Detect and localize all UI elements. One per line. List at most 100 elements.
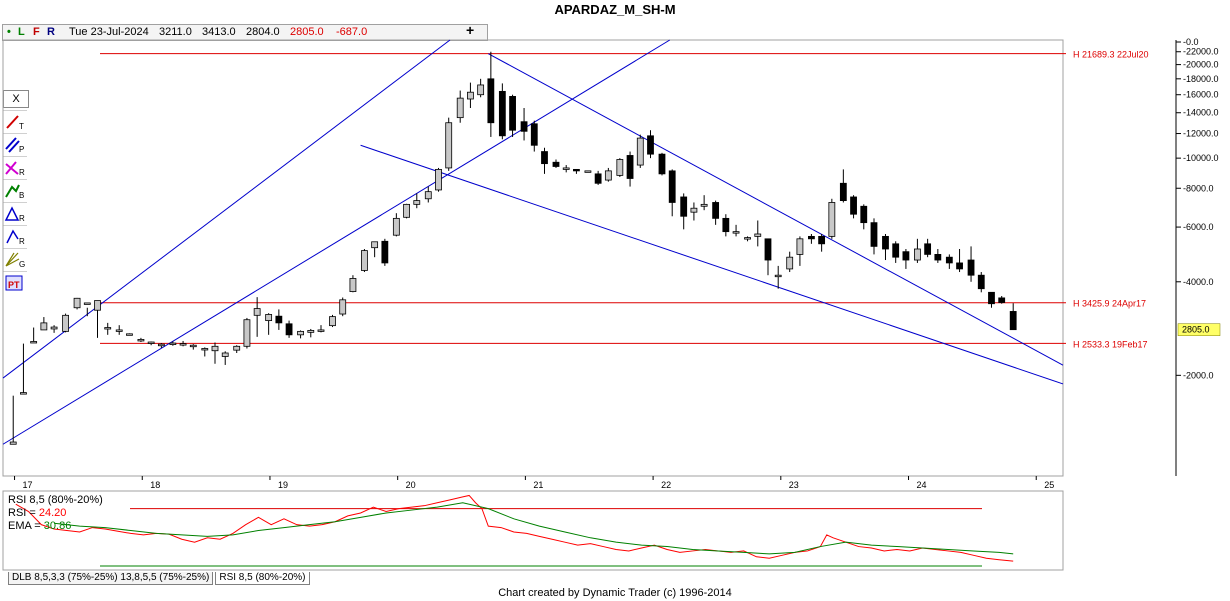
candle-body — [626, 155, 634, 179]
tool-letter: R — [19, 237, 25, 246]
candle-body — [147, 341, 155, 344]
candle-body — [424, 191, 432, 200]
trendline-tool-icon[interactable]: T — [3, 110, 27, 133]
bar-open: 3211.0 — [159, 26, 192, 38]
candle-body — [285, 323, 293, 336]
flag-r-button[interactable]: R — [47, 26, 55, 38]
candle-body — [30, 341, 38, 344]
candle-body — [509, 96, 516, 131]
ema-value: 30.86 — [43, 520, 72, 532]
candle-body — [744, 237, 751, 240]
candle-body — [520, 121, 528, 132]
candle-body — [126, 333, 133, 336]
channel-line — [2, 39, 671, 445]
candle-body — [189, 344, 197, 348]
candle-body — [732, 231, 740, 234]
candle-body — [680, 196, 688, 217]
candle-body — [839, 182, 847, 202]
candle-body — [40, 322, 48, 331]
candle-body — [297, 330, 304, 336]
candle-body — [594, 173, 602, 184]
candle-body — [477, 84, 485, 96]
candle-body — [403, 203, 410, 218]
quote-toolbar: • L F R Tue 23-Jul-2024 3211.0 3413.0 28… — [2, 24, 488, 41]
ema-readout: EMA = 30.86 — [8, 520, 71, 532]
tool-letter: T — [19, 122, 24, 131]
candle-body — [977, 274, 985, 290]
candle-body — [275, 315, 283, 324]
x-tick-label: 24 — [917, 480, 927, 490]
candle-body — [998, 297, 1006, 303]
last-price-label: 2805.0 — [1182, 325, 1210, 335]
channel-line — [2, 39, 451, 379]
candle-body — [317, 329, 325, 332]
candle-body — [914, 248, 921, 261]
candle-body — [169, 342, 177, 345]
time-axis: 17 18 19 20 21 22 23 24 25 — [3, 475, 1063, 490]
ratio-tool-icon[interactable]: R — [3, 156, 27, 179]
y-tick-label: -2000.0 — [1183, 370, 1214, 380]
candle-body — [339, 299, 347, 315]
rsi-readout: RSI = 24.20 — [8, 507, 66, 519]
candle-body — [870, 222, 878, 247]
candle-body — [892, 243, 900, 258]
rsi-line — [15, 494, 1014, 562]
add-button[interactable]: + — [466, 22, 475, 38]
x-tick-label: 25 — [1044, 480, 1054, 490]
footer-credit: Chart created by Dynamic Trader (c) 1996… — [498, 587, 732, 599]
x-tick-label: 20 — [406, 480, 416, 490]
tool-letter: R — [19, 168, 25, 177]
candle-body — [83, 302, 91, 305]
candle-body — [796, 238, 804, 255]
candle-body — [924, 243, 932, 255]
bar-high: 3413.0 — [202, 26, 236, 38]
retracement-tool-icon[interactable]: R — [3, 202, 27, 225]
candle-body — [668, 170, 676, 203]
status-dot-icon: • — [7, 26, 11, 38]
candle-body — [104, 327, 112, 330]
candle-body — [253, 308, 261, 316]
tab-dlb[interactable]: DLB 8,5,3,3 (75%-25%) 13,8,5,5 (75%-25%) — [8, 572, 214, 585]
gann-tool-icon[interactable]: G — [3, 248, 27, 271]
candle-body — [786, 256, 794, 270]
channel-lines — [2, 39, 1064, 445]
parallel-tool-icon[interactable]: P — [3, 133, 27, 156]
flag-f-button[interactable]: F — [33, 26, 40, 38]
candle-body — [722, 217, 730, 233]
tool-letter: P — [19, 145, 24, 154]
candle-body — [552, 161, 560, 167]
candle-body — [808, 235, 815, 240]
candle-body — [9, 441, 17, 445]
rsi-border — [2, 490, 1064, 571]
candle-body — [413, 200, 421, 205]
pattern-tool-icon[interactable]: PT — [3, 271, 27, 294]
candle-body — [616, 159, 624, 176]
candle-body — [392, 217, 400, 236]
band-tool-icon[interactable]: B — [3, 179, 27, 202]
flag-l-button[interactable]: L — [18, 26, 25, 38]
bar-close: 2805.0 — [290, 26, 324, 38]
candle-body — [233, 345, 241, 351]
tab-rsi[interactable]: RSI 8,5 (80%-20%) — [215, 572, 310, 585]
candle-body — [945, 256, 953, 264]
y-tick-label: -4000.0 — [1183, 277, 1214, 287]
candle-body — [700, 203, 708, 207]
y-tick-label: -14000.0 — [1183, 108, 1219, 118]
candle-body — [498, 90, 506, 137]
candle-body — [243, 319, 251, 347]
candle-body — [211, 345, 219, 352]
candle-body — [712, 202, 720, 219]
rsi-label: RSI = — [8, 507, 39, 519]
bar-change: -687.0 — [336, 26, 368, 38]
ema-label: EMA = — [8, 520, 44, 532]
range-tool-icon[interactable]: R — [3, 225, 27, 248]
candle-body — [73, 297, 81, 309]
y-tick-label: -22000.0 — [1183, 47, 1219, 57]
x-tick-label: 17 — [23, 480, 33, 490]
candle-body — [179, 343, 187, 346]
tool-letter: PT — [8, 280, 20, 290]
candle-body — [157, 343, 165, 347]
ema-line — [54, 502, 1014, 555]
candle-body — [562, 167, 570, 170]
